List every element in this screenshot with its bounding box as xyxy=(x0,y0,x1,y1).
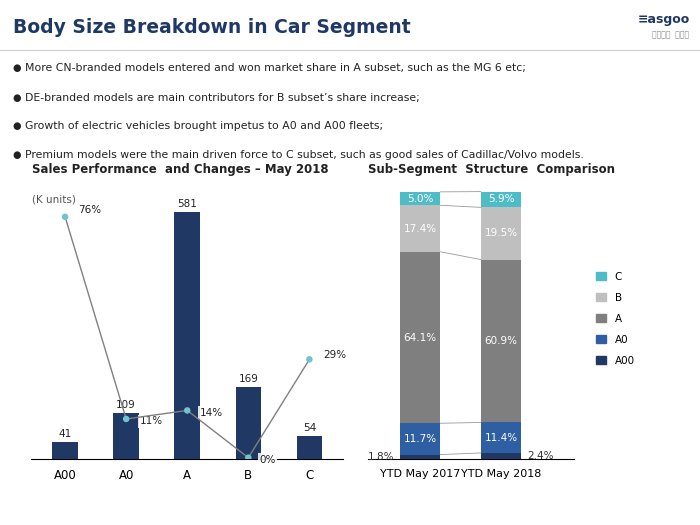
Text: 11%: 11% xyxy=(139,416,162,426)
Point xyxy=(182,406,193,415)
Text: 41: 41 xyxy=(59,429,71,439)
Text: 60.9%: 60.9% xyxy=(484,336,517,346)
Text: 1.8%: 1.8% xyxy=(368,452,394,462)
Bar xyxy=(52,442,78,459)
Bar xyxy=(297,436,322,459)
Bar xyxy=(481,423,522,453)
Text: Data source: CPCA: Data source: CPCA xyxy=(8,501,100,512)
Text: ●: ● xyxy=(13,121,21,131)
Point xyxy=(120,415,132,423)
Legend: C, B, A, A0, A00: C, B, A, A0, A00 xyxy=(592,268,639,370)
Text: Sub-Segment  Structure  Comparison: Sub-Segment Structure Comparison xyxy=(368,163,615,176)
Point xyxy=(304,355,315,364)
Text: Body Size Breakdown in Car Segment: Body Size Breakdown in Car Segment xyxy=(13,18,410,37)
Text: 2.4%: 2.4% xyxy=(527,451,554,461)
Text: 109: 109 xyxy=(116,400,136,410)
Point xyxy=(243,454,254,462)
Text: 64.1%: 64.1% xyxy=(404,332,437,342)
Text: ●: ● xyxy=(13,150,21,160)
Text: 0%: 0% xyxy=(259,455,276,465)
Bar xyxy=(481,453,522,459)
Bar xyxy=(113,413,139,459)
Text: 169: 169 xyxy=(239,374,258,384)
Text: Gasgoo Auto Research Institute  |  <9>: Gasgoo Auto Research Institute | <9> xyxy=(499,501,692,512)
Text: 19.5%: 19.5% xyxy=(484,228,518,238)
Text: DE-branded models are main contributors for B subset’s share increase;: DE-branded models are main contributors … xyxy=(25,93,419,103)
Bar xyxy=(481,207,522,259)
Text: ©Gasgoo Ltd, 2018. All rights reserved: ©Gasgoo Ltd, 2018. All rights reserved xyxy=(254,501,446,512)
Bar xyxy=(400,455,440,459)
Text: 14%: 14% xyxy=(199,407,223,417)
Bar xyxy=(400,423,440,455)
Bar xyxy=(174,212,200,459)
Text: ●: ● xyxy=(13,93,21,103)
Text: Growth of electric vehicles brought impetus to A0 and A00 fleets;: Growth of electric vehicles brought impe… xyxy=(25,121,383,131)
Text: 581: 581 xyxy=(177,199,197,209)
Text: ≡asgoo: ≡asgoo xyxy=(637,13,690,26)
Bar xyxy=(400,205,440,252)
Text: 5.0%: 5.0% xyxy=(407,194,433,204)
Text: 11.4%: 11.4% xyxy=(484,433,518,443)
Bar xyxy=(235,387,261,459)
Bar xyxy=(481,259,522,423)
Text: 盖世汽车  研究院: 盖世汽车 研究院 xyxy=(652,30,690,39)
Text: 29%: 29% xyxy=(323,350,346,360)
Text: (K units): (K units) xyxy=(32,194,76,204)
Text: 54: 54 xyxy=(303,424,316,434)
Text: 76%: 76% xyxy=(78,205,102,215)
Text: Sales Performance  and Changes – May 2018: Sales Performance and Changes – May 2018 xyxy=(32,163,328,176)
Text: More CN-branded models entered and won market share in A subset, such as the MG : More CN-branded models entered and won m… xyxy=(25,64,526,74)
Bar xyxy=(481,192,522,207)
Bar xyxy=(400,252,440,423)
Bar xyxy=(400,192,440,205)
Text: Premium models were the main driven force to C subset, such as good sales of Cad: Premium models were the main driven forc… xyxy=(25,150,583,160)
Text: ●: ● xyxy=(13,64,21,74)
Text: 17.4%: 17.4% xyxy=(404,224,437,234)
Point xyxy=(60,213,71,221)
Text: 5.9%: 5.9% xyxy=(488,194,514,205)
Text: 11.7%: 11.7% xyxy=(404,434,437,444)
